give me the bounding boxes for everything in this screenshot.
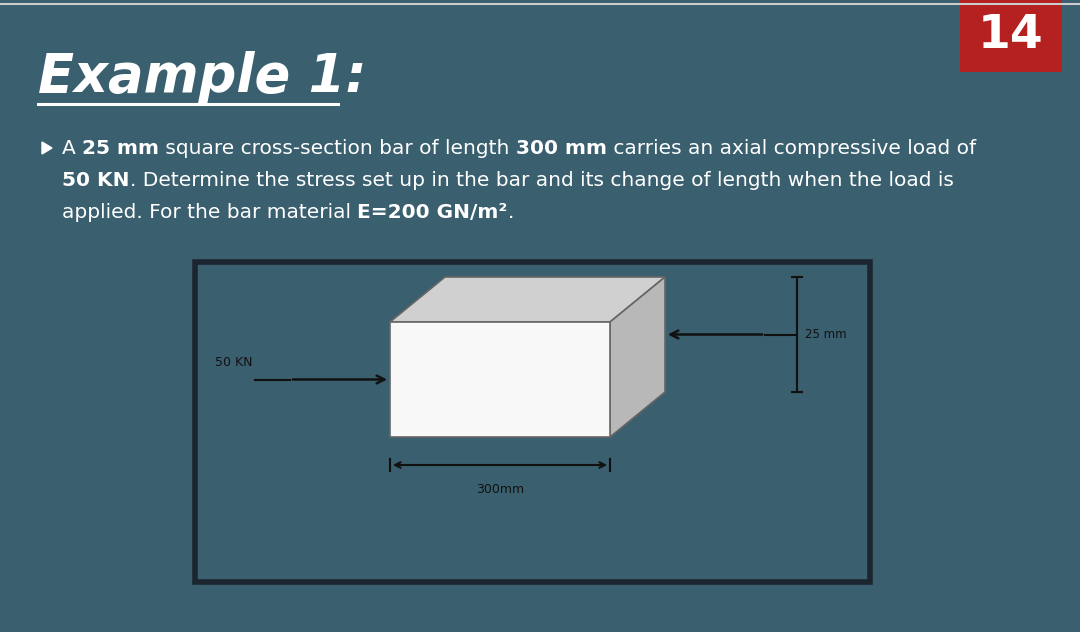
- Text: 25 mm: 25 mm: [805, 328, 847, 341]
- Text: square cross-section bar of length: square cross-section bar of length: [159, 138, 516, 157]
- Polygon shape: [390, 277, 665, 322]
- Bar: [390, 322, 610, 437]
- Bar: [195, 262, 870, 582]
- Text: 300mm: 300mm: [476, 483, 524, 496]
- Text: 14: 14: [978, 13, 1044, 59]
- Bar: [960, 0, 1062, 72]
- Text: .: .: [508, 202, 514, 221]
- Text: 50 KN: 50 KN: [215, 356, 253, 370]
- Text: 25 mm: 25 mm: [82, 138, 159, 157]
- Text: carries an axial compressive load of: carries an axial compressive load of: [607, 138, 976, 157]
- Polygon shape: [42, 142, 52, 154]
- Polygon shape: [610, 277, 665, 437]
- Text: 300 mm: 300 mm: [516, 138, 607, 157]
- Text: . Determine the stress set up in the bar and its change of length when the load : . Determine the stress set up in the bar…: [130, 171, 954, 190]
- Text: 50 KN: 50 KN: [62, 171, 130, 190]
- Text: A: A: [62, 138, 82, 157]
- Text: E=200 GN/m²: E=200 GN/m²: [357, 202, 508, 221]
- Text: Example 1:: Example 1:: [38, 51, 366, 103]
- Text: applied. For the bar material: applied. For the bar material: [62, 202, 357, 221]
